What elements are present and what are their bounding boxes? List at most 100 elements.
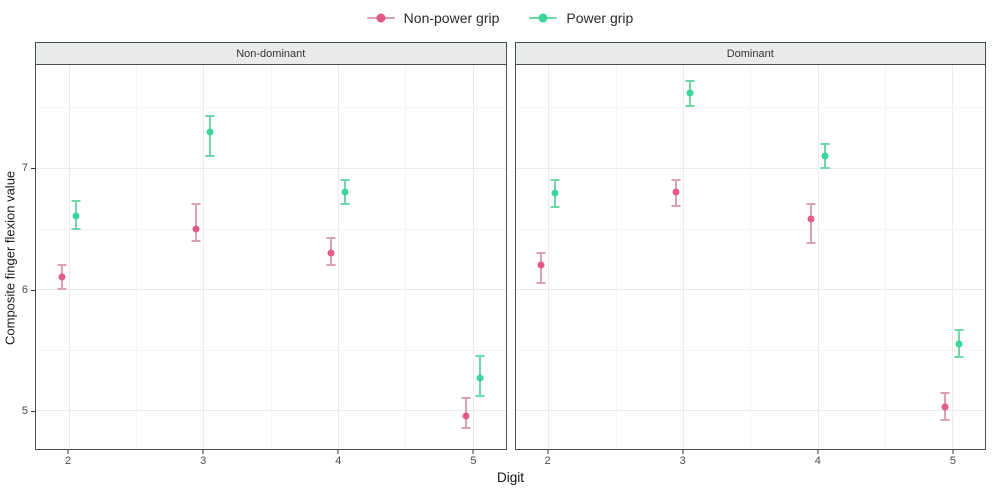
x-tick (337, 450, 339, 454)
error-bar-cap (71, 199, 81, 202)
error-bar-cap (340, 203, 350, 206)
x-tick (202, 450, 204, 454)
error-bar-cap (940, 392, 950, 395)
x-tick-label: 3 (679, 455, 686, 467)
gridline-major-v (682, 65, 684, 449)
y-tick (31, 168, 35, 170)
gridline-major-h (515, 167, 985, 169)
facet-dominant: Dominant 2 3 4 5 (514, 42, 986, 469)
gridline-major-v (68, 65, 70, 449)
error-bar-cap (685, 105, 695, 108)
gridline-minor-v (615, 65, 617, 449)
error-bar-cap (685, 79, 695, 82)
x-axis-title: Digit (496, 470, 524, 485)
error-bar-cap (536, 251, 546, 254)
error-bar-cap (191, 239, 201, 242)
error-bar-cap (954, 329, 964, 332)
x-tick-label: 2 (64, 455, 72, 467)
x-tick-label: 3 (200, 455, 207, 467)
y-tick-label: 6 (21, 283, 28, 296)
error-bar-cap (326, 263, 336, 266)
error-bar-cap (461, 427, 471, 430)
data-point (327, 249, 335, 257)
x-tick-label: 5 (949, 455, 957, 467)
error-bar (209, 115, 212, 156)
data-point (551, 189, 559, 197)
error-bar-cap (820, 166, 830, 169)
facet-strip-label: Non-dominant (236, 47, 306, 60)
data-point (955, 340, 963, 348)
data-point (72, 212, 80, 220)
legend-key-pointrange-icon (529, 11, 558, 25)
x-tick (952, 450, 954, 454)
data-point (206, 128, 214, 136)
x-tick (67, 450, 69, 454)
error-bar-cap (57, 288, 67, 291)
gridline-major-h (515, 289, 985, 291)
error-bar-cap (820, 142, 830, 145)
gridline-minor-v (270, 65, 272, 449)
data-point (192, 225, 200, 233)
error-bar-cap (671, 204, 681, 207)
gridline-major-h (515, 410, 985, 412)
error-bar-cap (550, 179, 560, 182)
data-point (807, 215, 815, 223)
error-bar-cap (475, 394, 485, 397)
facet-strip: Dominant (514, 42, 986, 65)
gridline-major-v (203, 65, 205, 449)
x-tick-label: 4 (335, 455, 342, 467)
data-point (941, 403, 949, 411)
data-point (341, 188, 349, 196)
error-bar-cap (671, 179, 681, 182)
gridline-major-v (472, 65, 474, 449)
legend-label: Power grip (566, 10, 634, 26)
error-bar-cap (57, 263, 67, 266)
x-tick-label: 5 (470, 455, 477, 467)
error-bar-cap (326, 237, 336, 240)
facet-strip-label: Dominant (726, 47, 774, 60)
error-bar-cap (806, 242, 816, 245)
gridline-minor-v (405, 65, 407, 449)
legend-key-dot (376, 13, 386, 23)
data-point (686, 89, 694, 97)
x-tick (817, 450, 819, 454)
legend: Non-power grip Power grip (0, 7, 1000, 29)
x-tick-label: 2 (544, 455, 551, 467)
data-point (821, 152, 829, 160)
error-bar-cap (340, 179, 350, 182)
data-point (672, 188, 680, 196)
error-bar-cap (205, 154, 215, 157)
error-bar-cap (550, 205, 560, 208)
error-bar-cap (205, 114, 215, 117)
x-tick (472, 450, 474, 454)
data-point (462, 412, 470, 420)
error-bar-cap (191, 203, 201, 206)
error-bar-cap (475, 354, 485, 357)
gridline-minor-v (136, 65, 138, 449)
gridline-major-h (36, 410, 506, 412)
x-tick (547, 450, 548, 454)
y-tick-label: 7 (21, 162, 28, 175)
error-bar-cap (536, 282, 546, 285)
y-axis: 5 6 7 (0, 65, 35, 450)
y-tick (31, 289, 35, 291)
gridline-major-v (548, 65, 550, 449)
gridline-major-v (338, 65, 340, 449)
error-bar-cap (461, 397, 471, 400)
facet-non-dominant: Non-dominant 2 3 4 5 (35, 42, 507, 469)
gridline-minor-v (750, 65, 752, 449)
y-tick-label: 5 (21, 405, 28, 418)
legend-item-non-power-grip: Non-power grip (366, 10, 499, 26)
gridline-major-v (952, 65, 954, 449)
plot-panel (514, 65, 986, 450)
error-bar-cap (71, 227, 81, 230)
gridline-minor-v (884, 65, 886, 449)
data-point (537, 261, 545, 269)
facet-panels: Non-dominant 2 3 4 5 Dominant 2 3 4 5 (35, 42, 986, 469)
legend-key-dot (538, 13, 548, 23)
y-tick (31, 411, 35, 413)
plot-panel (35, 65, 507, 450)
error-bar-cap (954, 355, 964, 358)
gridline-major-h (36, 167, 506, 169)
